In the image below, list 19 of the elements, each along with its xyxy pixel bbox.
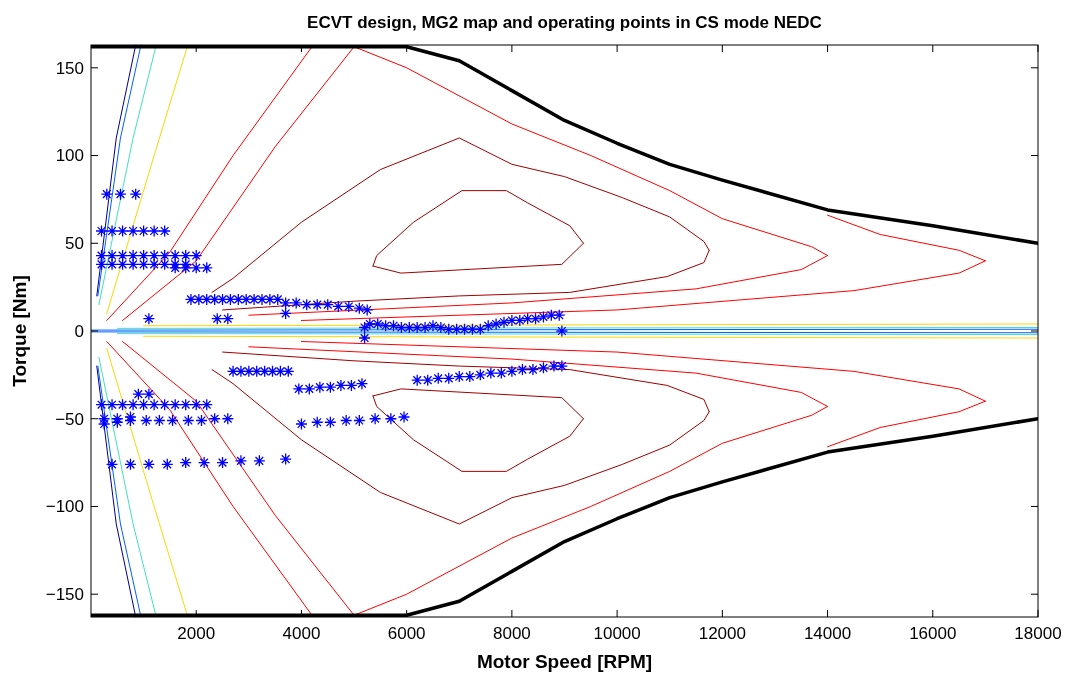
x-tick-label: 16000 <box>909 624 957 643</box>
y-tick-label: 150 <box>55 58 84 78</box>
x-tick-label: 4000 <box>282 624 321 643</box>
y-tick-label: −50 <box>55 409 84 429</box>
x-axis-title: Motor Speed [RPM] <box>476 651 653 672</box>
x-tick-label: 2000 <box>177 624 216 643</box>
y-tick-label: 100 <box>55 146 84 166</box>
y-tick-label: 0 <box>74 321 84 341</box>
x-tick-label: 14000 <box>803 624 852 643</box>
x-tick-label: 10000 <box>593 624 641 643</box>
y-tick-label: −100 <box>45 497 84 517</box>
x-tick-label: 18000 <box>1014 624 1062 643</box>
y-tick-label: −150 <box>45 585 84 605</box>
x-tick-label: 8000 <box>492 624 531 643</box>
x-tick-label: 12000 <box>698 624 746 643</box>
chart-title: ECVT design, MG2 map and operating points in CS mode NEDC <box>307 13 822 32</box>
y-tick-label: 50 <box>65 234 84 254</box>
x-tick-label: 6000 <box>387 624 426 643</box>
y-axis-title: Torque [Nm] <box>9 275 30 387</box>
